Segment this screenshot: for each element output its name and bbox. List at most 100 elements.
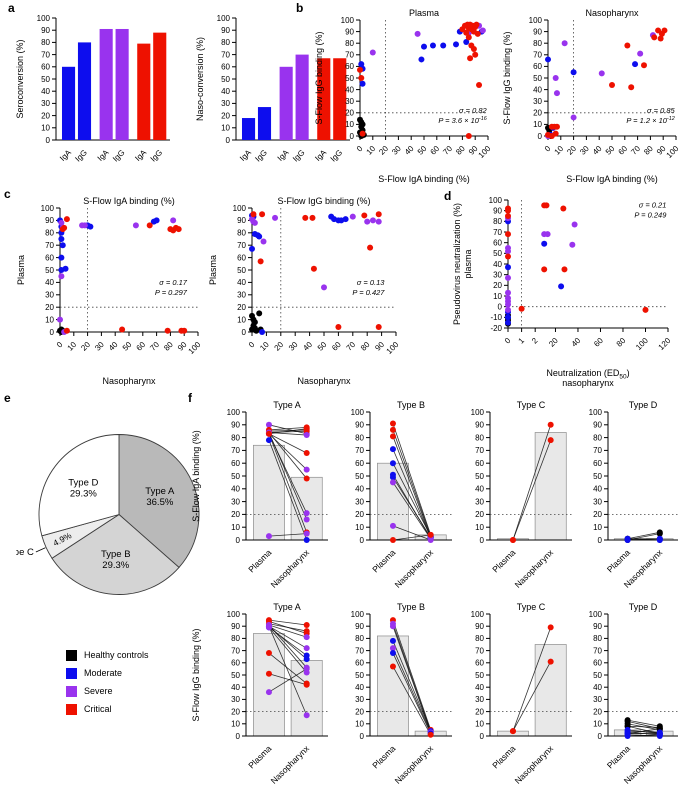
svg-text:Plasma: Plasma (246, 547, 273, 574)
panel-label-f: f (188, 391, 192, 405)
svg-text:IgG: IgG (149, 148, 164, 163)
type-b-iga-paired-plot: 0 10 20 30 40 50 60 70 80 90 100 Plasma Nasopharynx T… (340, 398, 460, 603)
svg-text:10: 10 (41, 124, 50, 133)
svg-text:30: 30 (593, 497, 602, 506)
svg-text:σ = 0.17: σ = 0.17 (159, 278, 187, 287)
svg-text:70: 70 (221, 50, 230, 59)
svg-text:IgA: IgA (58, 148, 73, 163)
svg-text:70: 70 (148, 340, 161, 353)
svg-text:-20: -20 (490, 324, 502, 333)
igg-plasma-vs-nasopharynx-scatter: 0 10 20 30 40 50 60 70 80 90 100 0 10 20 30 40 50 60 70 80 9… (206, 192, 404, 393)
svg-text:100: 100 (385, 340, 401, 356)
svg-text:60: 60 (45, 253, 54, 262)
svg-text:S-Flow IgG binding (%): S-Flow IgG binding (%) (277, 196, 370, 206)
iga-plasma-vs-nasopharynx-scatter: 0 10 20 30 40 50 60 70 80 90 100 0 10 20 30 40 50 60 70 80 9… (14, 192, 206, 393)
svg-text:50: 50 (41, 75, 50, 84)
svg-text:Nasopharynx: Nasopharynx (393, 743, 436, 786)
svg-text:Plasma: Plasma (409, 8, 439, 18)
svg-text:40: 40 (355, 485, 364, 494)
svg-text:70: 70 (237, 241, 246, 250)
svg-text:100: 100 (187, 340, 203, 356)
svg-text:60: 60 (429, 144, 442, 157)
svg-text:plasma: plasma (463, 249, 473, 278)
svg-text:60: 60 (617, 144, 630, 157)
svg-text:100: 100 (589, 408, 603, 417)
svg-text:Nasopharynx: Nasopharynx (393, 547, 436, 590)
svg-text:nasopharynx: nasopharynx (562, 378, 614, 388)
svg-text:S-Flow IgA binding (%): S-Flow IgA binding (%) (191, 430, 201, 522)
svg-text:40: 40 (493, 260, 502, 269)
svg-text:70: 70 (355, 446, 364, 455)
svg-text:50: 50 (475, 671, 484, 680)
svg-text:90: 90 (373, 340, 386, 353)
svg-text:30: 30 (533, 97, 542, 106)
svg-text:20: 20 (475, 510, 484, 519)
svg-text:70: 70 (441, 144, 454, 157)
svg-text:80: 80 (593, 634, 602, 643)
svg-text:50: 50 (231, 472, 240, 481)
svg-text:P = 0.427: P = 0.427 (352, 288, 385, 297)
panel-label-e: e (4, 391, 11, 405)
svg-text:100: 100 (477, 144, 493, 160)
svg-text:10: 10 (593, 523, 602, 532)
legend-label: Healthy controls (84, 650, 149, 660)
svg-text:20: 20 (355, 510, 364, 519)
svg-text:80: 80 (41, 38, 50, 47)
svg-text:20: 20 (593, 510, 602, 519)
svg-text:50: 50 (475, 472, 484, 481)
nasoconversion-bar-chart: 0 10 20 30 40 50 60 70 80 90 100 IgA IgG IgA IgG IgA IgG… (192, 8, 354, 191)
svg-text:Type B: Type B (101, 549, 131, 560)
svg-text:0: 0 (46, 136, 51, 145)
svg-text:20: 20 (79, 340, 92, 353)
svg-text:90: 90 (493, 206, 502, 215)
svg-text:10: 10 (493, 292, 502, 301)
svg-text:90: 90 (355, 622, 364, 631)
svg-text:60: 60 (475, 659, 484, 668)
svg-text:30: 30 (475, 497, 484, 506)
svg-text:1: 1 (517, 336, 527, 346)
svg-text:IgA: IgA (96, 148, 111, 163)
svg-text:30: 30 (231, 497, 240, 506)
svg-text:70: 70 (593, 646, 602, 655)
svg-text:20: 20 (475, 707, 484, 716)
svg-text:0: 0 (242, 328, 247, 337)
svg-text:90: 90 (231, 622, 240, 631)
svg-text:30: 30 (355, 695, 364, 704)
svg-text:30: 30 (237, 291, 246, 300)
svg-text:80: 80 (475, 433, 484, 442)
legend-item-severe: Severe (66, 682, 196, 700)
healthy-controls-swatch-icon (66, 649, 77, 661)
svg-text:50: 50 (533, 74, 542, 83)
svg-text:80: 80 (454, 144, 467, 157)
svg-text:Nasopharynx: Nasopharynx (269, 743, 312, 786)
svg-text:60: 60 (237, 253, 246, 262)
svg-text:IgA: IgA (238, 148, 253, 163)
svg-text:20: 20 (533, 109, 542, 118)
type-a-iga-paired-plot: 0 10 20 30 40 50 60 70 80 90 100 Plasma Nasopharynx T… (188, 398, 338, 603)
svg-text:30: 30 (493, 270, 502, 279)
svg-text:80: 80 (475, 634, 484, 643)
svg-text:100: 100 (341, 16, 355, 25)
panel-label-a: a (8, 1, 15, 15)
svg-text:P = 0.249: P = 0.249 (634, 211, 667, 220)
svg-text:90: 90 (221, 26, 230, 35)
svg-text:Type D: Type D (629, 400, 658, 410)
svg-text:-10: -10 (490, 313, 502, 322)
svg-text:2: 2 (530, 336, 540, 346)
svg-text:30: 30 (45, 291, 54, 300)
svg-text:40: 40 (593, 485, 602, 494)
type-c-iga-paired-plot: 0 10 20 30 40 50 60 70 80 90 100 Plasma Nasopharynx T… (460, 398, 580, 603)
svg-text:Nasopharynx: Nasopharynx (269, 547, 312, 590)
svg-text:80: 80 (237, 229, 246, 238)
legend-item-healthy-controls: Healthy controls (66, 646, 196, 664)
svg-text:90: 90 (41, 26, 50, 35)
svg-text:Type C: Type C (517, 400, 546, 410)
svg-text:50: 50 (316, 340, 329, 353)
legend-label: Critical (84, 704, 112, 714)
svg-text:70: 70 (41, 50, 50, 59)
type-d-iga-paired-plot: 0 10 20 30 40 50 60 70 80 90 100 Plasma Nasopharynx T… (578, 398, 685, 603)
svg-text:80: 80 (359, 340, 372, 353)
svg-text:0: 0 (55, 340, 65, 350)
svg-text:50: 50 (355, 472, 364, 481)
svg-text:70: 70 (629, 144, 642, 157)
